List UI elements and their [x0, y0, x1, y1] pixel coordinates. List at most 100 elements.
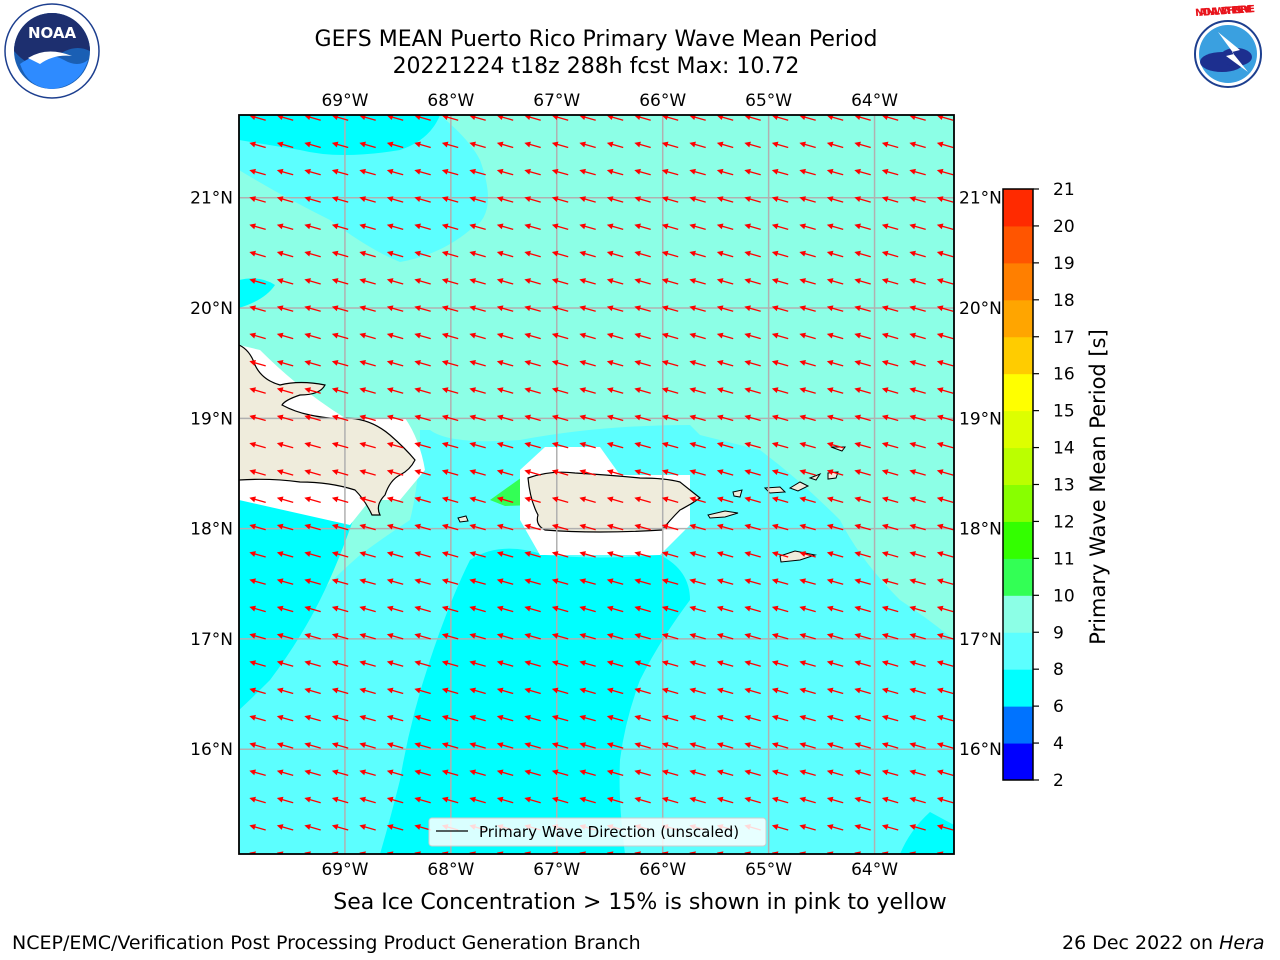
wave-arrow [799, 551, 816, 558]
wave-arrow [551, 141, 569, 149]
wave-arrow [771, 523, 789, 531]
wave-arrow [661, 469, 679, 476]
wave-arrow [469, 441, 486, 449]
wave-arrow [689, 632, 706, 640]
wave-arrow [579, 496, 596, 504]
wave-arrow [386, 196, 404, 203]
wave-arrow [826, 824, 844, 831]
wave-arrow [249, 605, 266, 613]
wave-arrow [634, 278, 651, 285]
wave-arrow [331, 387, 349, 394]
wave-arrow [881, 359, 899, 367]
wave-arrow [496, 250, 514, 258]
wave-arrow [249, 168, 266, 176]
wave-arrow [799, 714, 816, 722]
wave-arrow [249, 824, 266, 831]
wave-arrow [359, 141, 376, 149]
wave-arrow [249, 359, 266, 367]
wave-arrow [469, 496, 486, 504]
wave-arrow [414, 496, 431, 504]
wave-arrow [249, 660, 266, 667]
wave-arrow [909, 769, 926, 777]
wave-arrow [634, 687, 651, 695]
wave-arrow [716, 605, 734, 613]
wave-arrow [276, 305, 294, 312]
wave-arrow [826, 278, 844, 285]
wave-arrow [441, 687, 459, 695]
wave-arrow [496, 551, 514, 558]
wave-arrow [826, 332, 844, 340]
wave-arrow [909, 441, 926, 449]
wave-arrow [469, 359, 486, 367]
wave-arrow [331, 441, 349, 449]
wave-arrow [304, 660, 321, 667]
colorbar-tick-labels: 2 4 6 8 9 10 11 12 13 14 15 16 17 18 19 20 21 [1033, 180, 1075, 791]
colorbar-label: Primary Wave Mean Period [s] [1086, 329, 1110, 645]
wave-arrow [634, 196, 651, 203]
wave-arrow [386, 796, 404, 804]
wave-arrow [414, 141, 431, 149]
colorbar-tick-label: 16 [1053, 365, 1075, 385]
wave-arrow [771, 632, 789, 640]
wave-arrow [524, 605, 541, 613]
colorbar-tick-label: 10 [1053, 586, 1075, 606]
map-area [239, 115, 954, 854]
lon-tick-label-bottom: 67°W [533, 860, 580, 880]
wave-arrow [441, 305, 459, 312]
wave-arrow [716, 578, 734, 585]
wave-arrow [496, 523, 514, 531]
wave-arrow [744, 250, 761, 258]
wave-arrow [936, 414, 954, 422]
wave-arrow [799, 250, 816, 258]
wave-arrow [441, 660, 459, 667]
wave-arrow [936, 387, 954, 394]
land-culebra [732, 489, 743, 498]
wave-arrow [331, 496, 349, 504]
colorbar-tick-label: 12 [1053, 512, 1075, 532]
wave-arrow [469, 223, 486, 231]
wave-arrow [359, 824, 376, 831]
wave-arrow [551, 168, 569, 176]
wave-arrow [579, 414, 596, 422]
wave-arrow [854, 660, 871, 667]
colorbar-segment [1003, 336, 1033, 375]
wave-arrow [606, 469, 624, 476]
wave-arrow [469, 332, 486, 340]
wave-arrow [414, 687, 431, 695]
wave-arrow [826, 141, 844, 149]
wave-arrow [414, 824, 431, 831]
wave-arrow [716, 660, 734, 667]
wave-arrow [771, 332, 789, 340]
wave-arrow [579, 196, 596, 203]
wave-arrow [606, 359, 624, 367]
wave-arrow [551, 332, 569, 340]
wave-arrow [771, 824, 789, 831]
lon-tick-label-top: 64°W [851, 91, 898, 111]
wave-arrow [304, 278, 321, 285]
wave-arrow [441, 141, 459, 149]
wave-arrow [936, 441, 954, 449]
wave-arrow [524, 632, 541, 640]
wave-arrow [414, 332, 431, 340]
wave-arrow [744, 523, 761, 531]
wave-arrow [689, 551, 706, 558]
wave-arrow [524, 578, 541, 585]
wave-arrow [799, 632, 816, 640]
wave-arrow [331, 578, 349, 585]
map-gridlines [239, 115, 954, 854]
colorbar-segment [1003, 706, 1033, 744]
wave-arrow [441, 223, 459, 231]
wave-arrow [689, 851, 706, 854]
wave-arrow [524, 250, 541, 258]
wave-arrow [661, 687, 679, 695]
wave-arrow [826, 496, 844, 504]
wave-arrow [551, 223, 569, 231]
wave-arrow [689, 578, 706, 585]
wave-arrow [579, 851, 596, 854]
wave-arrow [496, 278, 514, 285]
wave-arrow [359, 196, 376, 203]
wave-arrow [826, 441, 844, 449]
wave-arrow [359, 496, 376, 504]
wave-arrow [469, 196, 486, 203]
wave-arrow [469, 414, 486, 422]
